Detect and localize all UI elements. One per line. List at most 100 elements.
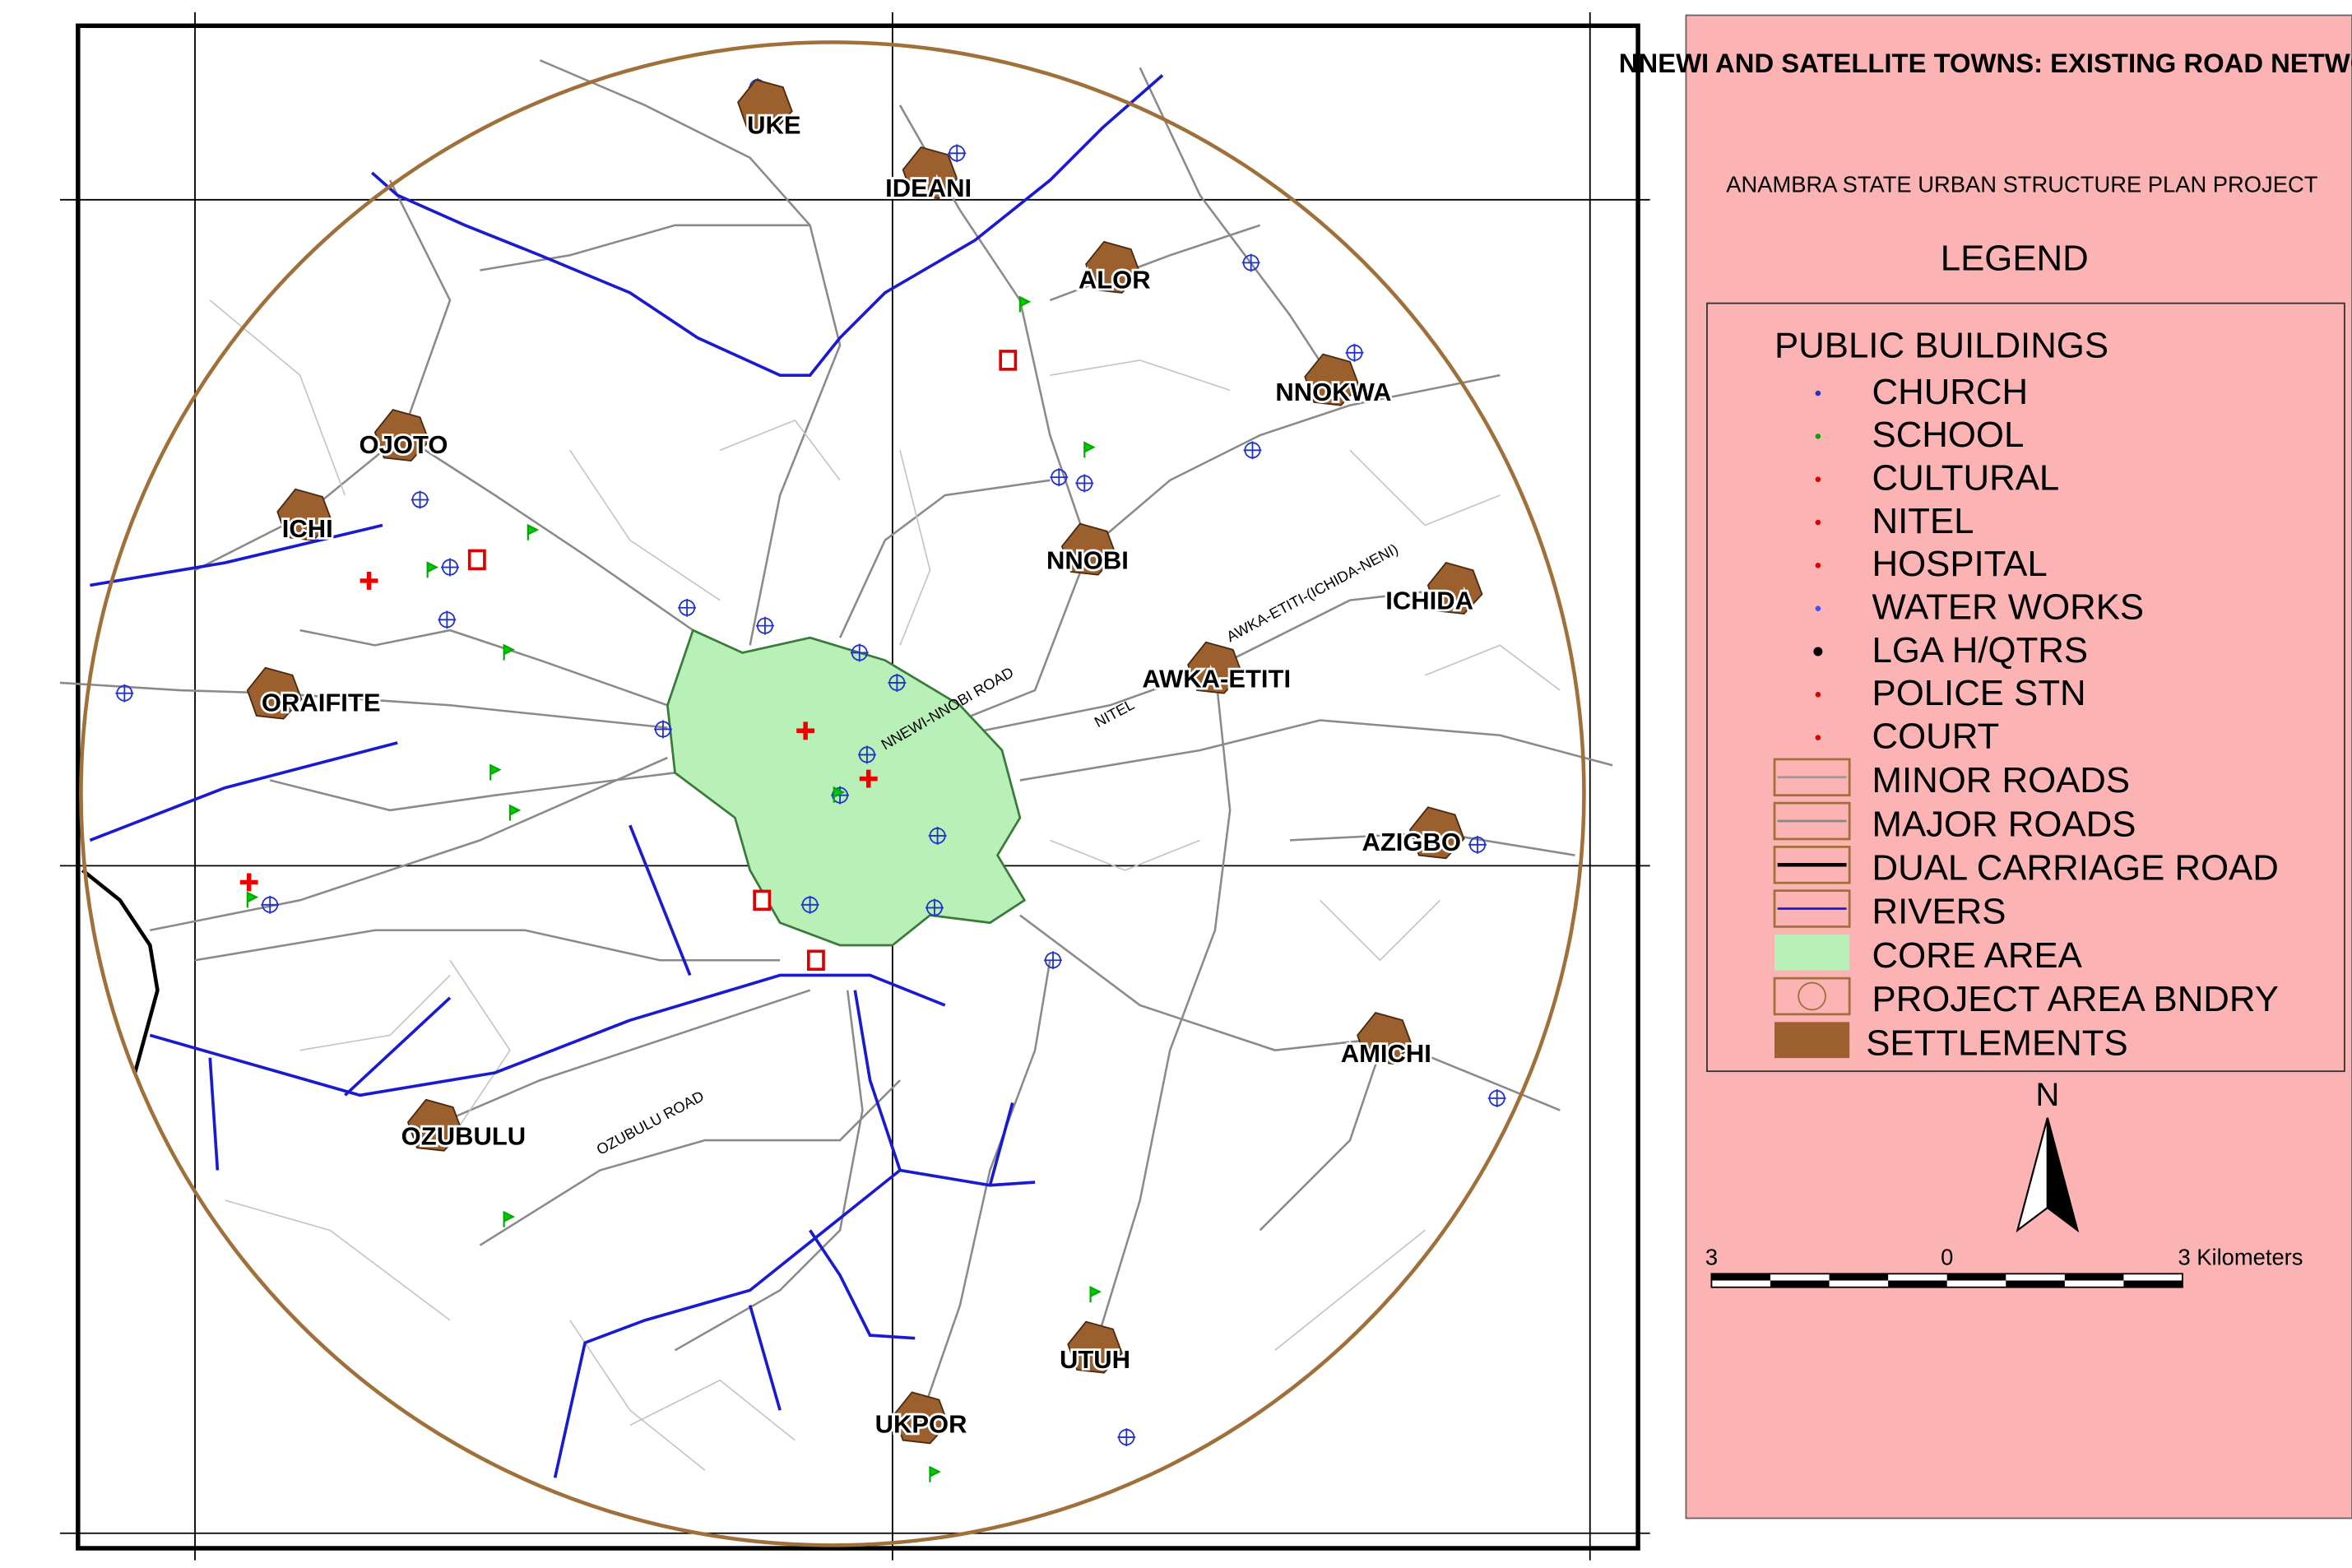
map-title: NNEWI AND SATELLITE TOWNS: EXISTING ROAD… — [1619, 48, 2352, 78]
core-area — [666, 629, 1027, 947]
legend-label: HOSPITAL — [1872, 544, 2048, 584]
major-road — [388, 179, 452, 436]
legend-box — [1706, 302, 2345, 1073]
legend-symbol — [1815, 476, 1821, 482]
scale-segment — [2064, 1273, 2124, 1281]
school — [503, 643, 516, 661]
north-label: N — [2035, 1077, 2059, 1113]
legend-label: MINOR ROADS — [1872, 760, 2131, 800]
church — [1243, 441, 1262, 460]
legend-section: PUBLIC BUILDINGS — [1774, 325, 2108, 365]
school — [1083, 441, 1096, 458]
settlement-label: UTUH — [1060, 1345, 1130, 1374]
river — [208, 1057, 220, 1171]
church — [1117, 1428, 1136, 1447]
settlement-label: NNOBI — [1046, 545, 1129, 574]
hospital — [360, 571, 378, 590]
legend-label: CULTURAL — [1872, 457, 2060, 498]
river — [809, 1229, 916, 1340]
school — [833, 786, 846, 803]
legend-swatch — [1773, 977, 1851, 1016]
church — [1468, 835, 1487, 854]
settlement — [893, 1391, 949, 1445]
scale-label: 3 — [1705, 1244, 1718, 1269]
minor-road — [225, 1199, 451, 1321]
minor-road — [1050, 839, 1200, 871]
project-boundary — [79, 40, 1586, 1547]
church — [678, 598, 697, 617]
river — [370, 74, 1164, 377]
scale-segment — [2006, 1280, 2065, 1287]
church — [438, 610, 457, 629]
minor-road — [1274, 1229, 1426, 1351]
legend-symbol — [1815, 692, 1821, 698]
river — [748, 1305, 782, 1411]
major-road — [150, 756, 668, 932]
settlement-label: OZUBULU — [401, 1122, 526, 1151]
legend-symbol — [1815, 735, 1821, 740]
major-road — [299, 629, 668, 707]
settlement — [1187, 641, 1243, 694]
dual-carriage-road — [81, 869, 160, 1074]
minor-road — [449, 959, 511, 1141]
minor-road — [899, 450, 931, 646]
settlement-label: ICHIDA — [1385, 587, 1473, 615]
legend-swatch — [1773, 801, 1851, 841]
scale-segment — [1770, 1280, 1830, 1287]
scale-segment — [1888, 1280, 1947, 1287]
legend-label: COURT — [1872, 716, 2000, 756]
church — [1241, 253, 1260, 272]
settlement-label: AMICHI — [1341, 1039, 1431, 1068]
legend-label: RIVERS — [1872, 892, 2006, 932]
minor-road — [569, 449, 721, 601]
legend-label: PROJECT AREA BNDRY — [1872, 979, 2279, 1019]
legend-swatch — [1773, 758, 1851, 797]
settlement — [737, 78, 793, 132]
church — [1050, 468, 1069, 487]
legend-label: NITEL — [1872, 501, 1974, 541]
map-title: NNEWI AND SATELLITE TOWNS: EXISTING ROAD… — [1619, 48, 2352, 78]
settlement-label: ALOR — [1079, 265, 1151, 294]
church — [928, 826, 947, 845]
scale-bar — [1710, 1273, 2183, 1288]
school — [1089, 1285, 1102, 1302]
settlement-label: NNOKWA — [1275, 378, 1391, 406]
settlement — [373, 409, 430, 462]
legend-symbol — [1815, 605, 1821, 611]
hospital — [239, 873, 258, 892]
legend-panel — [1685, 14, 2352, 1519]
church — [850, 643, 869, 662]
hospital — [859, 769, 878, 788]
major-road — [898, 104, 1091, 721]
settlement-label: UKE — [747, 111, 800, 140]
scale-segment — [2123, 1280, 2183, 1287]
school — [246, 891, 259, 908]
settlement — [1427, 562, 1483, 615]
church — [925, 898, 944, 917]
hospital — [796, 721, 815, 740]
settlement — [1067, 1320, 1123, 1374]
church — [800, 895, 819, 914]
school — [426, 561, 439, 578]
major-road — [1093, 667, 1232, 1348]
church — [1487, 1089, 1506, 1107]
river — [988, 1102, 1014, 1186]
scale-segment — [1829, 1273, 1889, 1281]
minor-road — [299, 974, 451, 1051]
minor-road — [209, 299, 346, 496]
river — [90, 523, 383, 587]
minor-road — [719, 419, 841, 481]
settlement — [1085, 240, 1141, 294]
school — [527, 523, 540, 540]
settlement — [1408, 806, 1465, 860]
major-road — [194, 929, 781, 962]
scale-segment — [1711, 1273, 1770, 1281]
settlement-label: OJOTO — [360, 430, 448, 459]
north-arrow — [2046, 1117, 2080, 1233]
settlement-label: ICHI — [282, 514, 333, 543]
minor-road — [1349, 449, 1501, 527]
church — [1075, 474, 1094, 493]
